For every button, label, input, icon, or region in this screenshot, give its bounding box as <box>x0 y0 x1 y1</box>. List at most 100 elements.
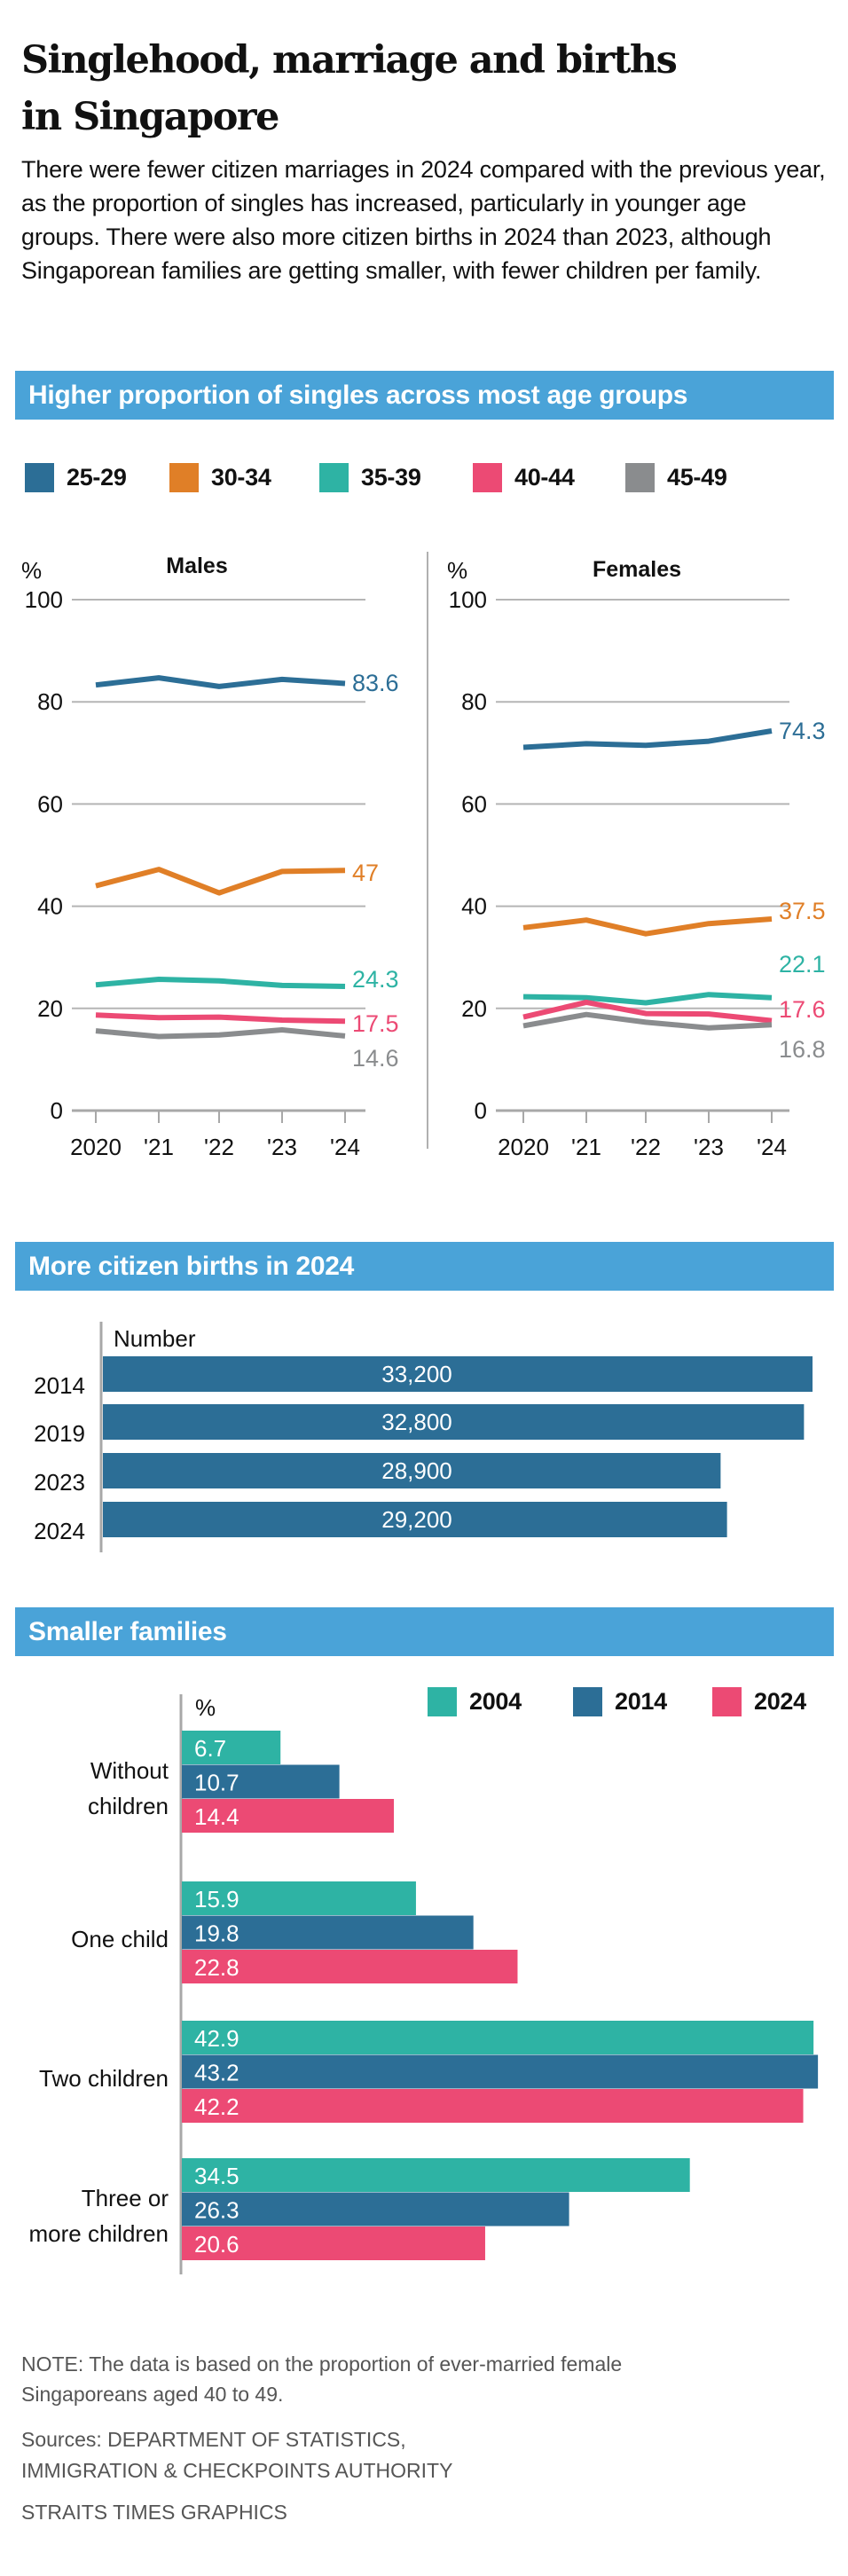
y-tick-label: 100 <box>449 586 487 613</box>
legend-label: 40-44 <box>514 463 575 491</box>
legend-label: 35-39 <box>361 463 421 491</box>
bar-2014 <box>182 1915 474 1950</box>
x-tick-label: '24 <box>330 1134 360 1160</box>
y-tick-label: 0 <box>475 1097 487 1124</box>
legend-item-2024: 2024 <box>712 1686 806 1716</box>
title-line-2: in Singapore <box>21 95 279 139</box>
bar-value-label: 33,200 <box>381 1361 452 1387</box>
legend-item-40-44: 40-44 <box>473 462 575 492</box>
males-panel: % Males 0 20 40 60 80 100 2020 '21 '22 '23 '24 83.6 47… <box>21 554 399 1160</box>
bar-2004 <box>182 1881 416 1915</box>
series-line-40-44 <box>95 1012 346 1025</box>
title-line-1: Singlehood, marriage and births <box>21 38 678 82</box>
panel-title: Males <box>166 554 227 578</box>
age-legend: 25-29 30-34 35-39 40-44 45-49 <box>25 462 823 494</box>
section-header-births: More citizen births in 2024 <box>15 1242 834 1291</box>
section-header-singles: Higher proportion of singles across most… <box>15 371 834 420</box>
intro-paragraph: There were fewer citizen marriages in 20… <box>21 156 826 284</box>
x-tick-label: '22 <box>204 1134 234 1160</box>
legend-swatch <box>573 1686 602 1716</box>
y-tick-label: 60 <box>461 790 487 817</box>
x-tick-label: '23 <box>694 1134 724 1160</box>
category-label: 2023 <box>34 1469 85 1496</box>
series-line-25-29 <box>95 675 346 689</box>
y-tick-label: 80 <box>461 688 487 715</box>
x-tick-label: '23 <box>267 1134 297 1160</box>
bar-2014 <box>182 2192 569 2227</box>
sources-line-2: IMMIGRATION & CHECKPOINTS AUTHORITY <box>21 2459 453 2482</box>
end-value-label: 24.3 <box>352 966 399 993</box>
bar-value-label: 6.7 <box>194 1735 226 1762</box>
category-label: more children <box>28 2220 169 2247</box>
y-tick-label: 20 <box>37 995 63 1022</box>
legend-label: 30-34 <box>211 463 271 491</box>
bar-2024 <box>103 1502 727 1537</box>
bar-value-label: 32,800 <box>381 1409 452 1435</box>
end-value-label: 17.6 <box>779 996 826 1023</box>
category-label: One child <box>71 1926 169 1952</box>
x-tick-label: '21 <box>144 1134 174 1160</box>
category-label: 2024 <box>34 1518 85 1544</box>
y-tick-label: 20 <box>461 995 487 1022</box>
bar-2024 <box>182 1950 518 1983</box>
bar-value-label: 43.2 <box>194 2060 239 2086</box>
bar-2004 <box>182 2021 814 2054</box>
bar-2019 <box>103 1404 805 1440</box>
bar-2014 <box>182 1764 340 1799</box>
end-value-label: 14.6 <box>352 1045 399 1072</box>
bar-value-label: 22.8 <box>194 1954 239 1981</box>
category-label: 2019 <box>34 1420 85 1447</box>
end-value-label: 16.8 <box>779 1036 826 1063</box>
x-unit-label: Number <box>114 1325 196 1352</box>
x-tick-label: 2020 <box>70 1134 122 1160</box>
end-value-label: 74.3 <box>779 718 826 744</box>
y-tick-label: 0 <box>51 1097 63 1124</box>
panel-title: Females <box>593 557 681 582</box>
section-header-families: Smaller families <box>15 1607 834 1656</box>
bar-value-label: 26.3 <box>194 2197 239 2224</box>
legend-item-2004: 2004 <box>428 1686 522 1716</box>
end-value-label: 83.6 <box>352 670 399 696</box>
legend-label: 25-29 <box>67 463 127 491</box>
bar-value-label: 29,200 <box>381 1506 452 1533</box>
y-tick-label: 60 <box>37 790 63 817</box>
bar-value-label: 19.8 <box>194 1920 239 1947</box>
legend-label: 45-49 <box>667 463 727 491</box>
x-tick-label: '22 <box>631 1134 661 1160</box>
y-unit-label: % <box>447 557 467 584</box>
bar-2024 <box>182 2089 804 2123</box>
x-tick-label: '21 <box>571 1134 601 1160</box>
bar-value-label: 10.7 <box>194 1770 239 1796</box>
series-line-35-39 <box>95 977 346 989</box>
legend-swatch <box>319 462 349 492</box>
x-tick-label: 2020 <box>498 1134 549 1160</box>
sources-line-1: Sources: DEPARTMENT OF STATISTICS, <box>21 2428 406 2451</box>
category-label: Two children <box>39 2065 169 2092</box>
bar-value-label: 34.5 <box>194 2163 239 2189</box>
legend-item-25-29: 25-29 <box>25 462 127 492</box>
credit: STRAITS TIMES GRAPHICS <box>21 2501 287 2524</box>
bar-2024 <box>182 2227 485 2260</box>
x-tick-label: '24 <box>757 1134 787 1160</box>
series-line-30-34 <box>522 916 773 937</box>
series-line-25-29 <box>522 728 773 750</box>
legend-item-35-39: 35-39 <box>319 462 421 492</box>
year-legend: 2004 2014 2024 <box>428 1686 844 1718</box>
bar-2024 <box>182 1799 395 1833</box>
legend-label: 2024 <box>754 1687 806 1715</box>
end-value-label: 17.5 <box>352 1010 399 1037</box>
category-label: 2014 <box>34 1372 85 1399</box>
legend-swatch <box>473 462 502 492</box>
y-tick-label: 100 <box>25 586 63 613</box>
bar-value-label: 42.2 <box>194 2093 239 2120</box>
y-unit-label: % <box>21 557 42 584</box>
end-value-label: 47 <box>352 860 379 886</box>
families-bar-chart: % 6.7 10.7 14.4 Without children 15.9 19.8 22.8 O… <box>28 1694 819 2274</box>
legend-item-2014: 2014 <box>573 1686 667 1716</box>
category-label: children <box>88 1793 169 1819</box>
bar-value-label: 42.9 <box>194 2025 239 2052</box>
singles-line-charts: % Males 0 20 40 60 80 100 2020 '21 '22 '23 '24 83.6 47… <box>21 552 826 1160</box>
bar-value-label: 15.9 <box>194 1886 239 1912</box>
y-tick-label: 40 <box>37 893 63 920</box>
series-line-45-49 <box>95 1027 346 1040</box>
